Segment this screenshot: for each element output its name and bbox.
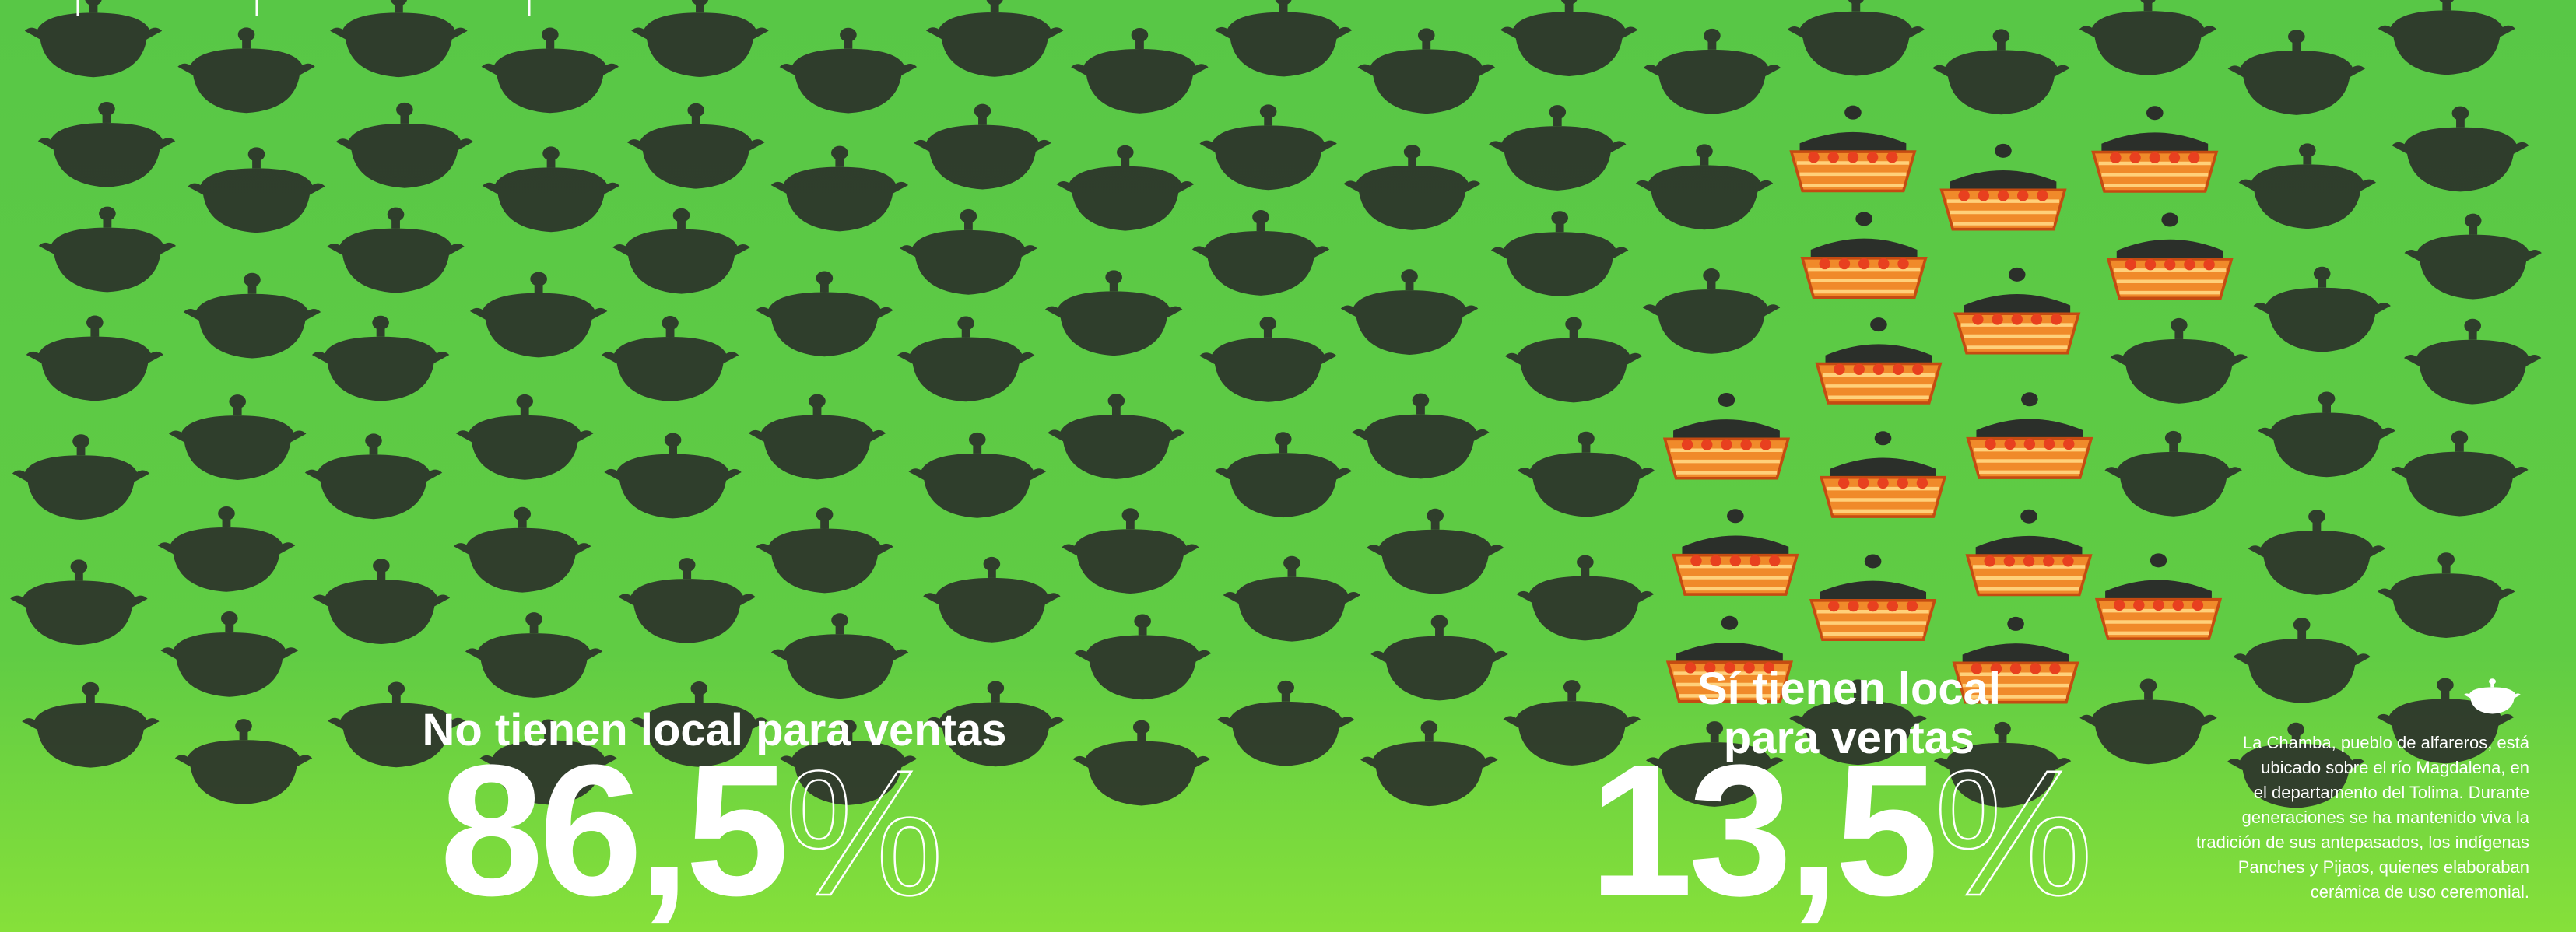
- right-label: para ventas: [1724, 713, 1974, 763]
- left-value: 86,5%: [440, 726, 944, 932]
- note-line: cerámica de uso ceremonial.: [2311, 882, 2529, 902]
- right-value: 13,5%: [1589, 726, 2093, 932]
- right-label: Sí tienen local: [1697, 664, 2001, 714]
- left-label: No tienen local para ventas: [422, 705, 1006, 755]
- right-unit: %: [1934, 733, 2093, 932]
- left-number: 86,5: [440, 726, 784, 932]
- note-line: generaciones se ha mantenido viva la: [2242, 808, 2530, 827]
- left-unit: %: [784, 733, 944, 932]
- note-line: el departamento del Tolima. Durante: [2254, 783, 2529, 802]
- note-line: Panches y Pijaos, quienes elaboraban: [2238, 857, 2529, 877]
- note-line: tradición de sus antepasados, los indíge…: [2196, 832, 2529, 852]
- right-number: 13,5: [1589, 726, 1934, 932]
- note: La Chamba, pueblo de alfareros, está ubic…: [2196, 733, 2530, 902]
- note-line: La Chamba, pueblo de alfareros, está: [2243, 733, 2530, 752]
- note-line: ubicado sobre el río Magdalena, en: [2261, 758, 2529, 777]
